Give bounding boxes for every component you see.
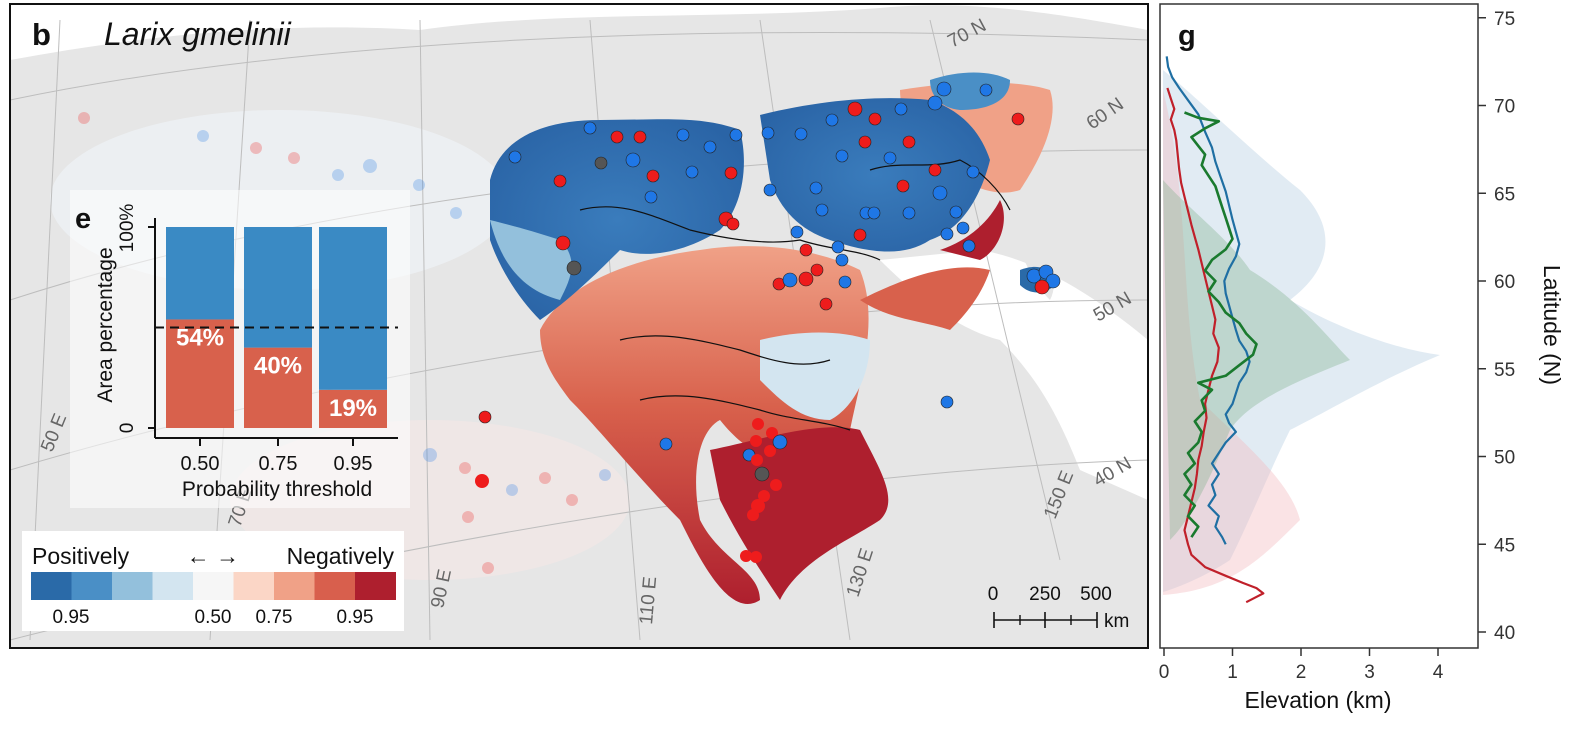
legend-tick-095-right: 0.95	[337, 607, 374, 628]
legend-negatively: Negatively	[287, 543, 395, 569]
g-ylabel: Latitude (N)	[1539, 265, 1565, 385]
legend-swatch	[314, 572, 356, 600]
g-ytick-label: 45	[1494, 535, 1515, 556]
lon-label-110: 110 E	[636, 576, 661, 626]
scale-tick-0: 0	[988, 584, 999, 605]
e-xtick-label: 0.50	[181, 453, 220, 475]
e-ylabel: Area percentage	[94, 247, 117, 402]
e-bar-positive-0.50	[166, 227, 234, 320]
g-ytick-label: 50	[1494, 448, 1515, 469]
legend-swatch	[274, 572, 315, 600]
g-x-ticks: 0 1 2 3 4	[1159, 648, 1444, 683]
panel-letter-g: g	[1178, 20, 1196, 52]
legend-swatch	[152, 572, 194, 600]
e-bar-group: 54% 40% 19%	[155, 227, 398, 428]
e-bar-label-0.50: 54%	[176, 324, 224, 351]
legend-swatch	[71, 572, 113, 600]
panel-letter-e: e	[75, 203, 91, 235]
legend-color-bar	[31, 572, 396, 600]
scale-tick-500: 500	[1080, 584, 1112, 605]
g-ytick-label: 70	[1494, 97, 1515, 118]
e-ytick-0: 0	[117, 423, 138, 434]
legend-tick-095-left: 0.95	[53, 607, 90, 628]
g-y-ticks: 40 45 50 55 60 65 70 75	[1478, 9, 1515, 644]
g-xtick-label: 4	[1433, 662, 1444, 683]
g-series-lines	[1165, 56, 1265, 604]
legend-swatch	[355, 572, 396, 600]
g-line-series-3	[1183, 111, 1258, 538]
e-xtick-label: 0.95	[334, 453, 373, 475]
g-ytick-label: 55	[1494, 360, 1515, 381]
g-plot-frame	[1159, 3, 1479, 649]
e-bar-negative-0.75	[244, 347, 312, 428]
g-ytick-label: 40	[1494, 623, 1515, 644]
legend-swatch	[31, 572, 72, 600]
g-xtick-label: 3	[1364, 662, 1375, 683]
e-bar-label-0.75: 40%	[254, 353, 302, 380]
legend-tick-075: 0.75	[256, 607, 293, 628]
e-bar-negative-0.50	[166, 319, 234, 428]
legend-swatch	[112, 572, 153, 600]
e-x-ticks: 0.50 0.75 0.95	[181, 438, 373, 475]
sample-points	[78, 81, 1061, 574]
e-xtick-label: 0.75	[259, 453, 298, 475]
panel-letter-b: b	[32, 17, 51, 52]
g-envelope-green	[1163, 180, 1350, 540]
g-xlabel: Elevation (km)	[1245, 687, 1392, 713]
scale-bar: 0 250 500 km	[988, 584, 1130, 632]
e-bar-negative-0.95	[319, 389, 387, 428]
legend-positively: Positively	[32, 543, 130, 569]
g-ytick-label: 65	[1494, 184, 1515, 205]
g-ytick-label: 75	[1494, 9, 1515, 30]
e-bar-positive-0.95	[319, 227, 387, 390]
legend-tick-050: 0.50	[195, 607, 232, 628]
g-ytick-label: 60	[1494, 272, 1515, 293]
map-frame	[9, 3, 1149, 649]
species-name: Larix gmelinii	[104, 16, 292, 52]
scale-unit: km	[1104, 611, 1129, 632]
legend-swatch	[233, 572, 275, 600]
e-bar-positive-0.75	[244, 227, 312, 348]
g-envelope-blue	[1163, 70, 1440, 592]
e-ytick-100: 100%	[117, 204, 138, 253]
g-xtick-label: 2	[1296, 662, 1307, 683]
g-line-series-2	[1166, 87, 1265, 604]
scale-tick-250: 250	[1029, 584, 1061, 605]
legend-arrows: ← →	[187, 543, 239, 569]
g-xtick-label: 1	[1227, 662, 1238, 683]
g-line-series-1	[1165, 56, 1251, 545]
legend-swatch	[193, 572, 234, 600]
e-bar-label-0.95: 19%	[329, 395, 377, 422]
e-xlabel: Probability threshold	[182, 478, 372, 501]
g-xtick-label: 0	[1159, 662, 1170, 683]
